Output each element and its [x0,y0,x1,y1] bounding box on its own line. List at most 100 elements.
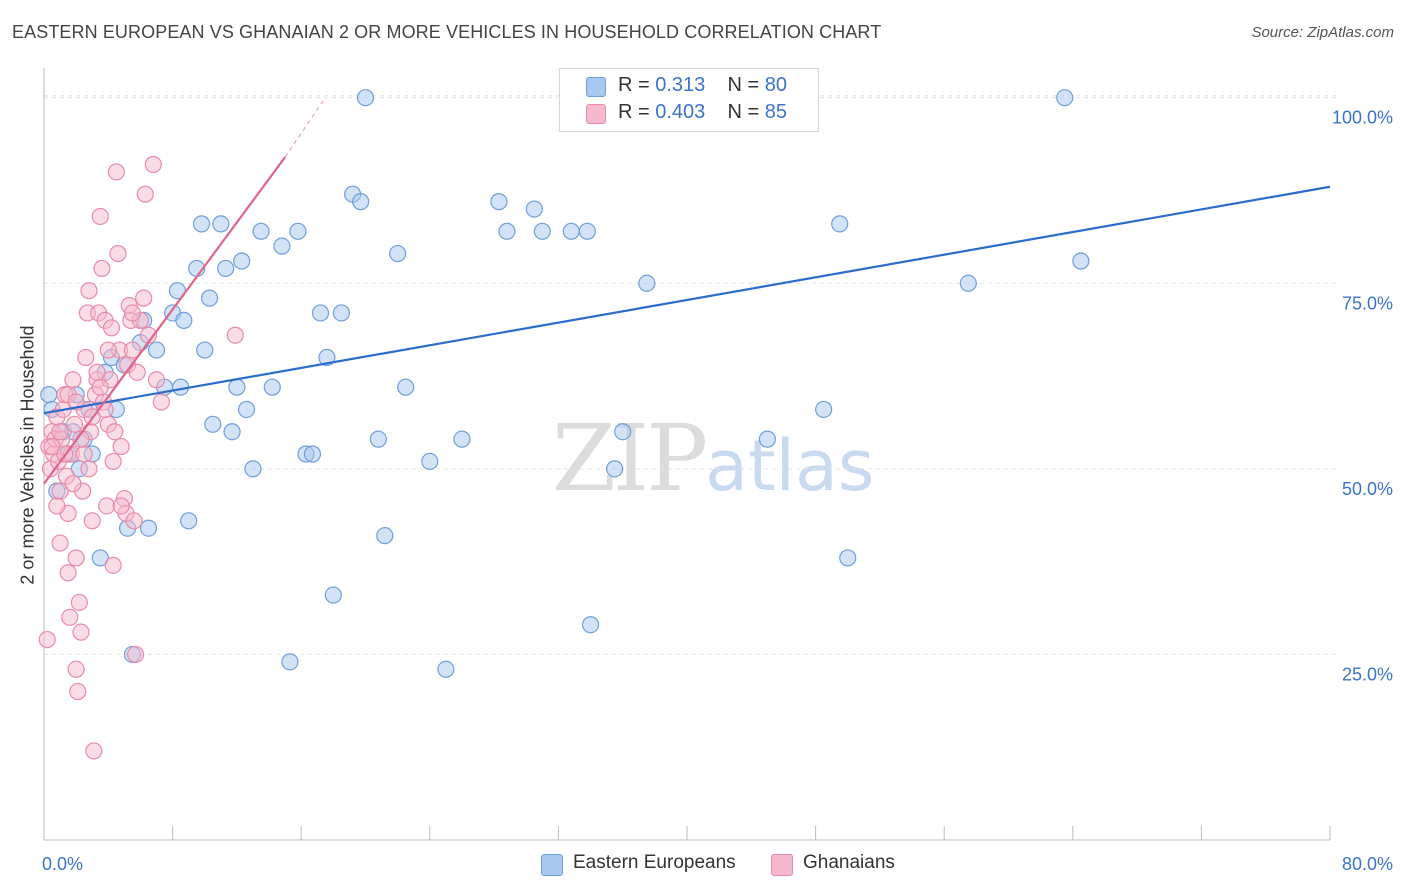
data-point [369,430,387,448]
data-point [38,630,56,649]
data-point [1072,252,1090,270]
y-axis-title: 2 or more Vehicles in Household [17,325,38,585]
data-point [70,593,88,612]
data-point [48,497,66,515]
data-point [139,519,158,537]
data-point [77,348,95,367]
data-point [69,682,87,701]
data-point [64,371,82,389]
r-value: 0.403 [655,101,706,123]
data-point [83,512,101,530]
legend-swatch-eastern-europeans [541,854,563,876]
x-tick-label-max: 80.0% [1342,854,1393,874]
trend-line-ghanaians [43,156,287,485]
data-point [332,304,350,322]
data-point [758,430,776,448]
data-point [67,549,85,567]
series-legend: Eastern Europeans Ghanaians [0,852,1406,878]
data-point [196,341,214,359]
data-point [233,252,251,270]
data-point [112,437,130,456]
r-label: R = [618,74,650,96]
n-value: 80 [764,74,788,96]
data-point [356,89,375,107]
n-label: N = [727,74,760,96]
watermark-atlas: atlas [705,425,875,507]
data-point [175,311,193,329]
data-point [72,430,90,448]
data-point [192,215,211,233]
data-point [311,304,330,322]
n-value: 85 [764,101,788,123]
y-tick-label: 25.0% [1342,664,1393,684]
data-point [88,363,106,381]
data-point [638,274,656,292]
data-point [152,393,170,411]
data-point [109,244,127,263]
data-point [437,660,455,678]
data-point [490,193,508,211]
data-point [303,445,322,463]
data-point [831,215,849,233]
data-point [252,222,270,240]
legend-swatch-ghanaians [771,854,793,876]
data-point [107,163,125,181]
series-eastern-europeans [40,89,1090,678]
data-point [959,274,977,292]
data-point [51,423,69,441]
data-point [147,371,166,389]
data-point [578,222,596,240]
data-point [244,460,262,478]
data-point [281,653,299,671]
data-point [453,430,471,448]
data-point [397,378,415,396]
data-point [104,556,122,574]
data-point [61,608,79,626]
data-point [614,423,632,441]
data-point [581,616,600,634]
data-point [263,378,281,396]
data-point [217,259,235,278]
data-point [228,378,246,396]
data-point [80,282,98,300]
data-point [324,586,342,604]
y-tick-label: 50.0% [1342,479,1393,499]
y-tick-label: 75.0% [1342,293,1393,313]
data-point [98,497,116,515]
data-point [112,497,130,515]
data-point [212,215,230,233]
data-point [125,512,143,530]
y-tick-label: 100.0% [1332,108,1393,128]
data-point [128,363,146,381]
data-point [67,660,85,678]
data-point [839,549,857,567]
data-point [65,415,84,433]
data-point [180,512,198,530]
legend-swatch-eastern-europeans [586,77,606,97]
data-point [72,623,90,641]
series-ghanaians [38,155,244,760]
data-point [200,289,219,307]
data-point [93,259,111,278]
r-label: R = [618,101,650,123]
data-point [99,341,117,359]
data-point [91,378,109,396]
data-point [147,341,166,359]
x-tick-label-min: 0.0% [42,854,83,874]
data-point [533,222,551,240]
data-point [273,237,291,255]
source-label: Source: ZipAtlas.com [1251,24,1394,41]
data-point [64,475,82,493]
data-point [135,289,153,307]
legend-label: Ghanaians [803,852,895,873]
data-point [237,400,256,419]
data-point [226,326,244,344]
trend-line-extension [284,97,326,158]
data-point [80,460,98,478]
chart-title: EASTERN EUROPEAN VS GHANAIAN 2 OR MORE V… [12,22,882,42]
data-point [144,155,162,174]
watermark-zip: ZIP [552,405,708,512]
data-point [815,400,833,419]
data-point [204,415,222,433]
